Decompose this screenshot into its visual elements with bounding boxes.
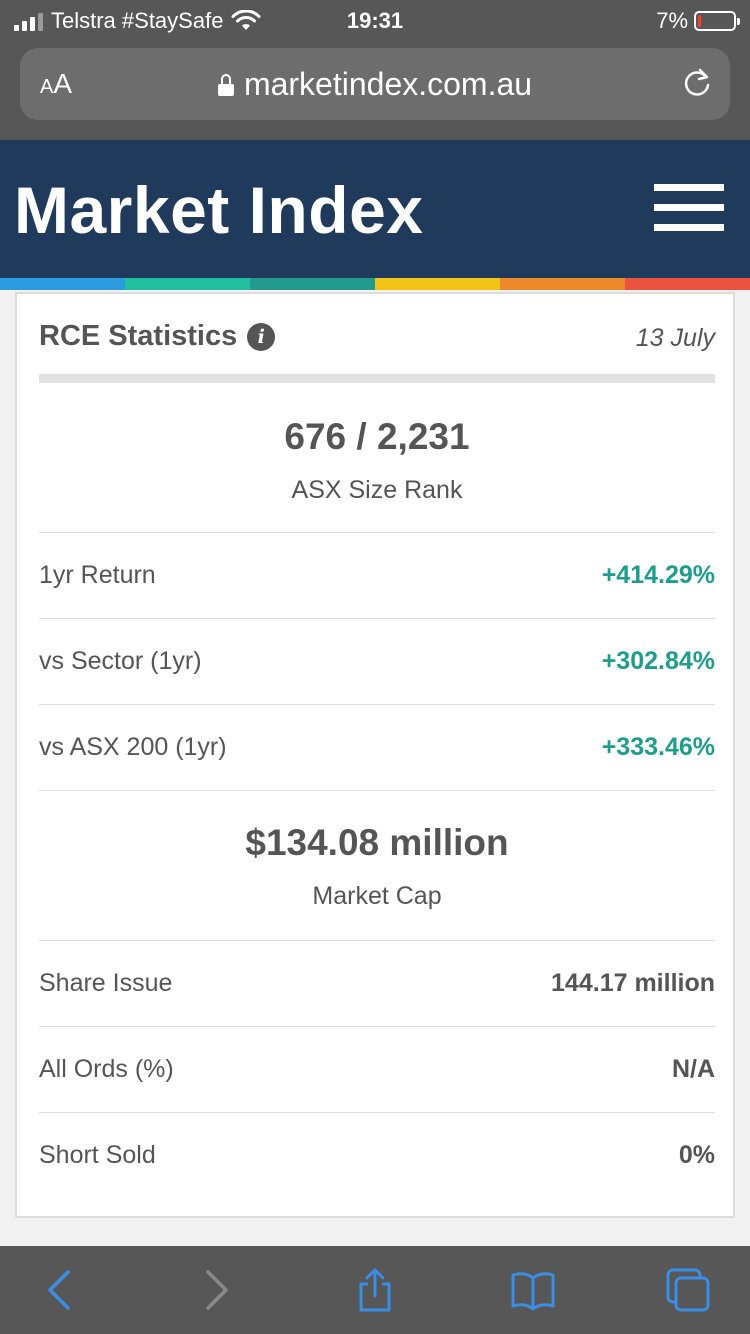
card-date: 13 July [635,324,715,352]
stat-row-share-issue: Share Issue 144.17 million [39,940,715,1026]
battery-icon [694,11,740,31]
size-rank-value: 676 / 2,231 [284,416,470,457]
status-right: 7% [656,8,740,34]
site-logo[interactable]: Market Index [14,173,424,247]
header-divider [39,374,715,383]
size-rank-label: ASX Size Rank [291,476,463,504]
url-display[interactable]: marketindex.com.au [20,66,730,103]
stat-value: N/A [671,1055,715,1083]
stat-label: Short Sold [39,1141,156,1169]
market-cap-block: $134.08 million Market Cap [39,822,715,911]
reader-options-button[interactable]: AA [40,68,73,99]
card-title-text: RCE Statistics [39,320,238,352]
color-stripe-1 [0,278,125,290]
stat-value: +333.46% [601,733,715,761]
stat-label: 1yr Return [39,561,156,589]
market-cap-divider [39,790,715,940]
status-left: Telstra #StaySafe [14,8,261,34]
color-stripe-5 [500,278,625,290]
status-bar: Telstra #StaySafe 19:31 7% [0,0,750,42]
color-stripe-6 [625,278,750,290]
clock: 19:31 [346,8,404,33]
bookmarks-icon[interactable] [511,1268,555,1312]
wifi-icon [231,10,261,30]
stat-row-vs-asx200: vs ASX 200 (1yr) +333.46% [39,704,715,790]
share-icon[interactable] [353,1268,397,1312]
color-stripe-3 [250,278,375,290]
stat-value: +302.84% [601,647,715,675]
tabs-icon[interactable] [666,1268,710,1312]
back-icon[interactable] [38,1268,82,1312]
stat-label: All Ords (%) [39,1055,174,1083]
info-icon[interactable]: i [247,322,276,351]
signal-icon [14,11,43,31]
site-header: Market Index [0,140,750,278]
address-bar[interactable]: AA marketindex.com.au [20,48,730,120]
forward-icon[interactable] [194,1268,238,1312]
statistics-card: RCE Statistics i 13 July 676 / 2,231 ASX… [15,292,735,1218]
browser-chrome: Telstra #StaySafe 19:31 7% AA marketinde… [0,0,750,140]
stat-row-vs-sector: vs Sector (1yr) +302.84% [39,618,715,704]
color-stripe-4 [375,278,500,290]
menu-icon[interactable] [654,184,724,232]
stat-row-short-sold: Short Sold 0% [39,1112,715,1198]
url-text: marketindex.com.au [243,66,533,102]
stat-value: 144.17 million [551,969,715,997]
color-stripe-bar [0,278,750,290]
lock-icon [217,73,234,96]
browser-toolbar [0,1246,750,1334]
card-header: RCE Statistics i 13 July [39,320,715,360]
market-cap-value: $134.08 million [245,822,509,863]
stat-row-all-ords: All Ords (%) N/A [39,1026,715,1112]
reload-icon[interactable] [680,66,714,100]
market-cap-label: Market Cap [312,882,442,910]
stat-row-1yr-return: 1yr Return +414.29% [39,532,715,618]
color-stripe-2 [125,278,250,290]
carrier-name: Telstra #StaySafe [51,8,224,33]
stat-value: 0% [678,1141,715,1169]
stat-label: Share Issue [39,969,173,997]
stat-label: vs ASX 200 (1yr) [39,733,227,761]
card-title: RCE Statistics i [39,320,715,353]
stat-label: vs Sector (1yr) [39,647,202,675]
size-rank-block: 676 / 2,231 ASX Size Rank [39,416,715,505]
battery-percent: 7% [656,8,688,33]
stat-value: +414.29% [601,561,715,589]
